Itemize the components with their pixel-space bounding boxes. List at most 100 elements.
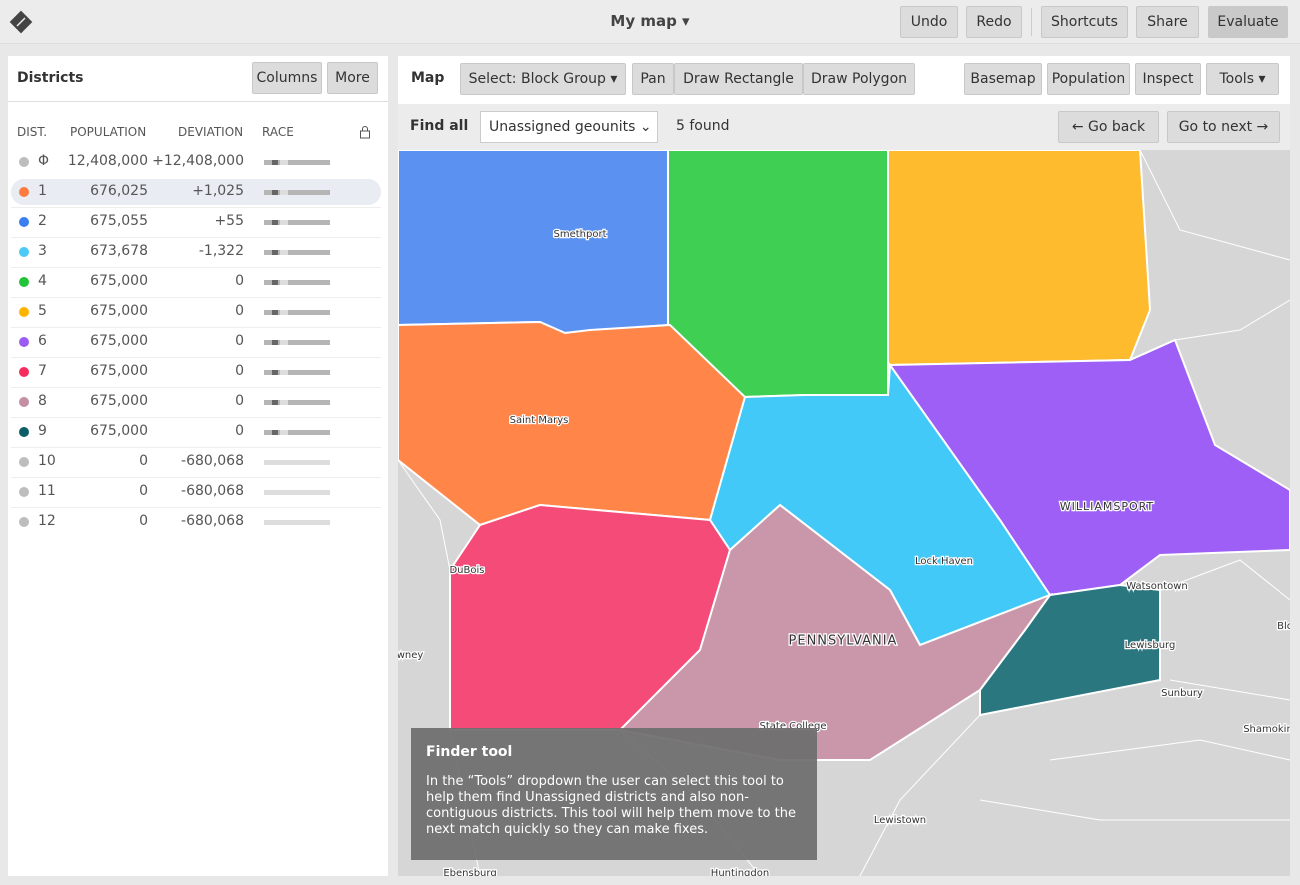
- tooltip: Finder tool In the “Tools” dropdown the …: [411, 728, 817, 860]
- race-bar: [264, 370, 330, 375]
- race-bar: [264, 160, 330, 165]
- place-label: WILLIAMSPORT: [1060, 500, 1154, 513]
- column-header: RACE: [262, 125, 294, 139]
- go-back-button[interactable]: ← Go back: [1058, 111, 1159, 143]
- redo-button[interactable]: Redo: [966, 6, 1022, 38]
- race-bar: [264, 520, 330, 525]
- race-bar-part: [280, 190, 288, 195]
- go-next-button[interactable]: Go to next →: [1167, 111, 1280, 143]
- district-number: 1: [38, 183, 47, 199]
- undo-button[interactable]: Undo: [900, 6, 958, 38]
- place-label: Smethport: [554, 229, 607, 240]
- found-count: 5 found: [676, 118, 730, 134]
- row-divider: [11, 447, 381, 448]
- race-bar: [264, 220, 330, 225]
- race-bar-part: [280, 400, 288, 405]
- logo[interactable]: [8, 9, 34, 35]
- race-bar: [264, 190, 330, 195]
- race-bar-part: [272, 430, 278, 435]
- row-divider: [11, 207, 381, 208]
- deviation: 0: [235, 273, 244, 289]
- place-label: Lewistown: [874, 815, 926, 826]
- race-bar: [264, 250, 330, 255]
- row-divider: [11, 267, 381, 268]
- district-dot: [19, 487, 29, 497]
- district-number: 9: [38, 423, 47, 439]
- evaluate-button[interactable]: Evaluate: [1208, 6, 1288, 38]
- district-dot: [19, 517, 29, 527]
- deviation: 0: [235, 393, 244, 409]
- next-text: Go to next: [1178, 119, 1253, 135]
- race-bar-part: [272, 340, 278, 345]
- district-number: Φ: [38, 153, 50, 169]
- place-label: Saint Marys: [510, 415, 569, 426]
- race-bar-part: [280, 370, 288, 375]
- title-text: My map: [610, 12, 677, 30]
- race-bar-part: [280, 430, 288, 435]
- deviation: +12,408,000: [152, 153, 244, 169]
- select-text: Select: Block Group: [468, 71, 606, 87]
- shortcuts-button[interactable]: Shortcuts: [1041, 6, 1128, 38]
- deviation: -680,068: [181, 513, 244, 529]
- place-label: Lock Haven: [915, 556, 973, 567]
- more-button[interactable]: More: [327, 62, 378, 94]
- population: 675,000: [90, 303, 148, 319]
- population: 675,000: [90, 273, 148, 289]
- column-header: DIST.: [17, 125, 48, 139]
- race-bar-part: [280, 160, 288, 165]
- district-number: 12: [38, 513, 56, 529]
- district-number: 3: [38, 243, 47, 259]
- population: 675,000: [90, 333, 148, 349]
- columns-button[interactable]: Columns: [252, 62, 322, 94]
- select-dropdown[interactable]: Select: Block Group ▾: [460, 63, 626, 95]
- separator: [1031, 8, 1032, 36]
- population-button[interactable]: Population: [1047, 63, 1130, 95]
- race-bar-part: [272, 280, 278, 285]
- deviation: +1,025: [192, 183, 244, 199]
- place-label: wney: [398, 650, 423, 661]
- district-5: [887, 150, 1152, 396]
- district-dot: [19, 217, 29, 227]
- lock-icon[interactable]: [359, 125, 371, 139]
- deviation: +55: [214, 213, 244, 229]
- column-header: DEVIATION: [178, 125, 244, 139]
- district-number: 8: [38, 393, 47, 409]
- race-bar-part: [280, 280, 288, 285]
- race-bar: [264, 340, 330, 345]
- draw-rect-button[interactable]: Draw Rectangle: [674, 63, 803, 95]
- place-label: DuBois: [449, 565, 484, 576]
- district-dot: [19, 397, 29, 407]
- district-dot: [19, 157, 29, 167]
- population: 675,000: [90, 423, 148, 439]
- district-dot: [19, 277, 29, 287]
- basemap-button[interactable]: Basemap: [964, 63, 1042, 95]
- inspect-button[interactable]: Inspect: [1135, 63, 1201, 95]
- population: 675,000: [90, 393, 148, 409]
- race-bar-part: [272, 310, 278, 315]
- toolbar-title: Map: [411, 70, 445, 86]
- place-label: Lewisburg: [1125, 640, 1176, 651]
- race-bar-part: [280, 310, 288, 315]
- district-number: 7: [38, 363, 47, 379]
- place-label: Blo: [1277, 621, 1290, 632]
- race-bar-part: [272, 250, 278, 255]
- district-dot: [19, 457, 29, 467]
- tools-dropdown[interactable]: Tools ▾: [1206, 63, 1279, 95]
- sidebar-title: Districts: [17, 70, 84, 86]
- share-button[interactable]: Share: [1136, 6, 1199, 38]
- deviation: -1,322: [198, 243, 244, 259]
- map-title[interactable]: My map ▾: [610, 12, 690, 30]
- row-divider: [11, 357, 381, 358]
- race-bar: [264, 280, 330, 285]
- district-dot: [19, 187, 29, 197]
- place-label: Sunbury: [1161, 688, 1203, 699]
- district-number: 4: [38, 273, 47, 289]
- district-number: 2: [38, 213, 47, 229]
- deviation: 0: [235, 423, 244, 439]
- district-6: [888, 338, 1290, 597]
- race-bar: [264, 430, 330, 435]
- finder-dropdown[interactable]: Unassigned geounits ⌄: [480, 111, 658, 143]
- pan-button[interactable]: Pan: [632, 63, 674, 95]
- district-dot: [19, 427, 29, 437]
- draw-polygon-button[interactable]: Draw Polygon: [803, 63, 915, 95]
